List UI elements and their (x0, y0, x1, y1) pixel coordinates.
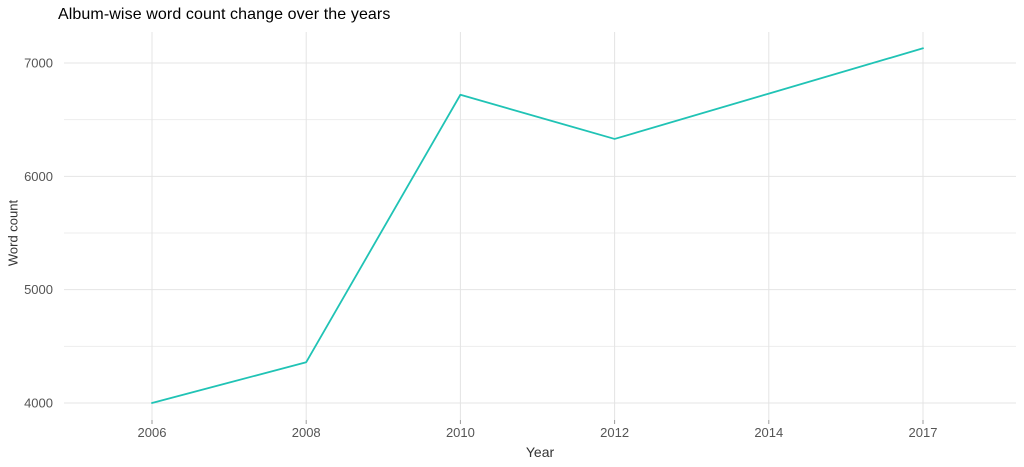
y-tick-label: 4000 (24, 396, 53, 411)
x-tick-label: 2008 (292, 425, 321, 440)
word-count-line-series (151, 47, 924, 404)
x-tick-label: 2006 (138, 425, 167, 440)
chart-title: Album-wise word count change over the ye… (58, 6, 391, 23)
y-tick-label: 7000 (24, 56, 53, 71)
y-tick-label: 5000 (24, 282, 53, 297)
x-tick-label: 2014 (754, 425, 783, 440)
x-axis-title: Year (525, 444, 555, 460)
x-tick-label: 2010 (446, 425, 475, 440)
y-axis-title: Word count (5, 199, 21, 267)
y-tick-label: 6000 (24, 169, 53, 184)
x-tick-label: 2017 (909, 425, 938, 440)
x-tick-label: 2012 (600, 425, 629, 440)
